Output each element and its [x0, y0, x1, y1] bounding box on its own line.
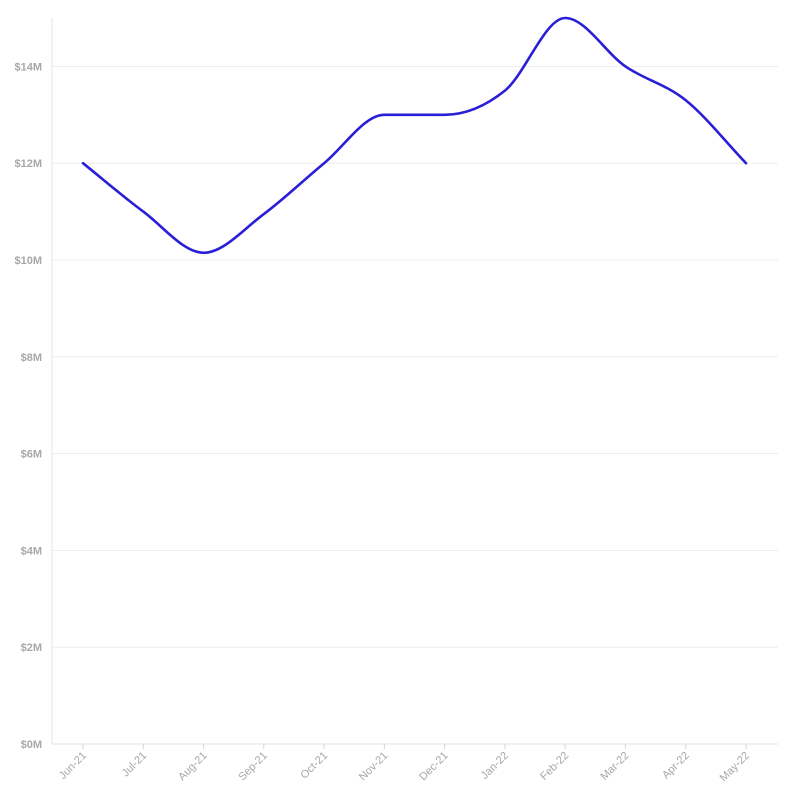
x-tick-label: Jun-21: [57, 750, 89, 782]
x-tick-label: May-22: [718, 750, 752, 784]
series-line: [81, 16, 748, 255]
x-tick-label: Sep-21: [236, 750, 270, 784]
x-tick-label: Mar-22: [598, 750, 631, 783]
x-tick-label: Apr-22: [660, 750, 692, 782]
x-axis-tick-labels: Jun-21 Jul-21 Aug-21 Sep-21 Oct-21 Nov-21 Dec-…: [57, 744, 752, 784]
axes: [51, 18, 778, 745]
y-tick-label: $12M: [14, 158, 42, 170]
y-tick-label: $8M: [21, 352, 42, 364]
y-tick-label: $0M: [21, 739, 42, 751]
x-tick-label: Jan-22: [479, 750, 511, 782]
series-lines: [81, 16, 748, 255]
y-tick-label: $2M: [21, 642, 42, 654]
y-tick-label: $4M: [21, 545, 42, 557]
x-tick-label: Feb-22: [538, 750, 571, 783]
y-tick-label: $10M: [14, 255, 42, 267]
x-tick-label: Dec-21: [417, 750, 451, 784]
x-tick-label: Oct-21: [298, 750, 330, 782]
x-tick-label: Aug-21: [176, 750, 210, 784]
y-axis-tick-labels: $0M $2M $4M $6M $8M $10M $12M $14M: [14, 61, 42, 751]
y-tick-label: $14M: [14, 61, 42, 73]
x-tick-label: Nov-21: [357, 750, 391, 784]
y-tick-label: $6M: [21, 449, 42, 461]
x-tick-label: Jul-21: [120, 750, 150, 780]
gridlines: [52, 65, 778, 648]
